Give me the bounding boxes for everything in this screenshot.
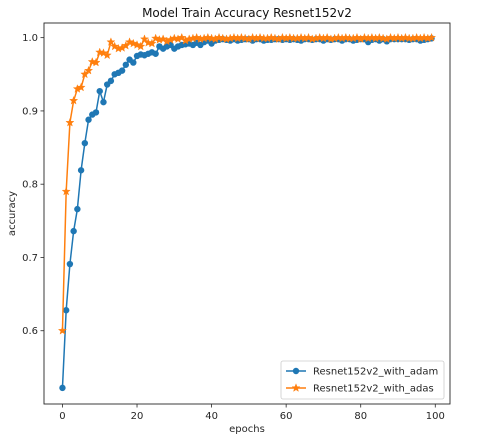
y-tick-label: 0.9 (22, 106, 38, 117)
y-tick-label: 0.7 (22, 253, 38, 264)
data-point (77, 167, 85, 174)
data-point (57, 325, 67, 335)
legend-entry: Resnet152v2_with_adam (286, 367, 438, 378)
y-axis-title: accuracy (7, 191, 18, 236)
x-tick-label: 80 (354, 411, 367, 422)
data-point (62, 307, 70, 314)
x-axis: 0 20 40 60 80 100 (59, 404, 445, 422)
data-point (98, 48, 109, 57)
data-point (69, 95, 79, 105)
data-point (92, 109, 100, 116)
y-axis: 0.6 0.7 0.8 0.9 1.0 (22, 33, 44, 337)
data-point (110, 41, 120, 51)
data-point (147, 38, 157, 48)
data-point (85, 116, 92, 123)
data-point (70, 227, 77, 235)
data-point (102, 50, 112, 60)
data-point (65, 117, 75, 127)
data-point (118, 67, 126, 74)
y-tick-label: 0.8 (22, 180, 38, 191)
series-2 (57, 32, 437, 335)
x-tick-label: 60 (280, 411, 293, 422)
data-point (152, 50, 159, 57)
data-point (107, 77, 115, 85)
data-point (139, 34, 150, 43)
data-point (136, 41, 146, 51)
x-tick-label: 40 (205, 411, 218, 422)
data-point (158, 34, 168, 43)
data-point (84, 65, 94, 75)
data-point (96, 87, 103, 95)
legend: Resnet152v2_with_adam Resnet152v2_with_ad… (280, 360, 445, 400)
y-tick-label: 0.6 (22, 326, 38, 337)
legend-entry: Resnet152v2_with_adas (286, 383, 434, 395)
legend-marker (292, 367, 300, 375)
data-point (61, 186, 71, 196)
legend-label: Resnet152v2_with_adam (313, 367, 438, 378)
data-point (130, 59, 137, 66)
data-point (76, 82, 86, 92)
legend-label: Resnet152v2_with_adas (313, 384, 434, 395)
data-point (74, 205, 81, 213)
data-point (106, 37, 116, 46)
legend-marker (291, 383, 301, 392)
x-tick-label: 0 (59, 411, 65, 422)
series-1 (59, 35, 435, 392)
chart-title: Model Train Accuracy Resnet152v2 (142, 6, 352, 20)
series-line (61, 36, 432, 331)
data-point (427, 32, 437, 42)
series-layer (57, 32, 437, 392)
data-point (122, 61, 130, 68)
legend-box (280, 360, 445, 400)
plot-area (43, 22, 451, 405)
data-point (81, 139, 89, 147)
data-point (66, 260, 74, 268)
x-axis-title: epochs (229, 424, 265, 435)
series-line (61, 37, 432, 388)
data-point (91, 57, 101, 67)
data-point (100, 98, 107, 106)
y-tick-label: 1.0 (22, 33, 38, 44)
x-tick-label: 100 (426, 411, 445, 422)
x-tick-label: 20 (131, 411, 144, 422)
data-point (59, 384, 66, 392)
